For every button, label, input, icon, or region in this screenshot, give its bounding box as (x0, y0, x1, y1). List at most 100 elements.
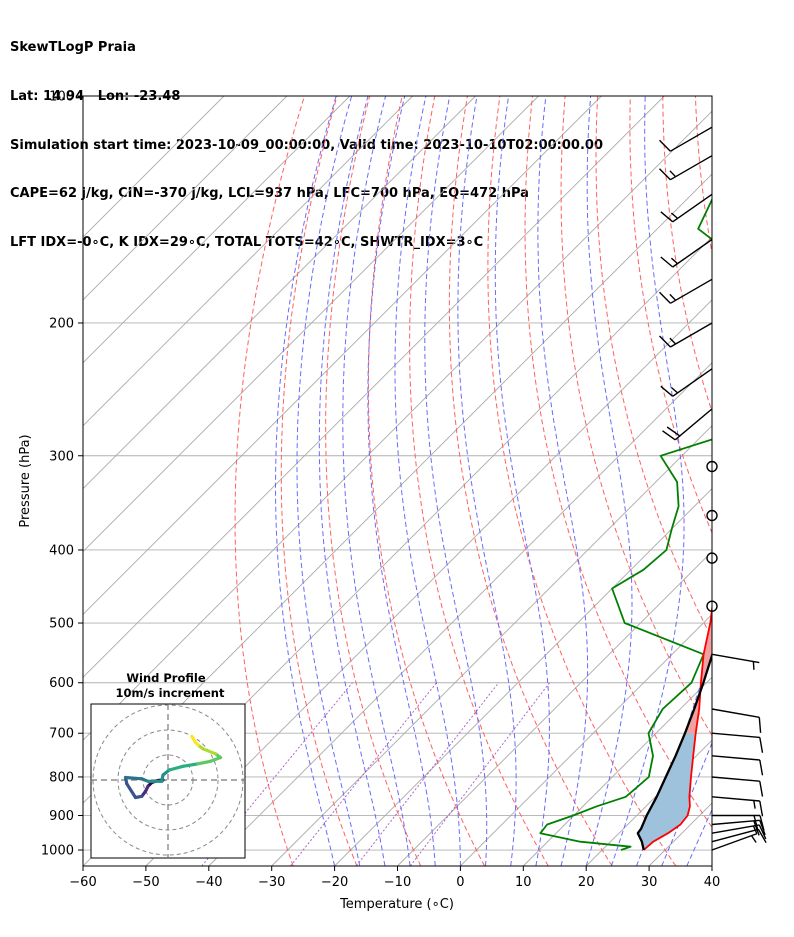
calm-wind-circle (706, 600, 718, 612)
mixing-ratio-line (290, 682, 437, 866)
wind-barb (706, 509, 718, 522)
isotherm-line (83, 96, 414, 427)
wind-barb (659, 155, 713, 181)
location-label: Lat: 14.94 Lon: -23.48 (10, 89, 181, 105)
dry-adiabat-line (524, 96, 712, 829)
wind-barb (711, 824, 767, 840)
dewpoint-line (539, 197, 712, 851)
barb-feather (759, 800, 764, 817)
barb-staff (672, 368, 713, 397)
isotherm-line (648, 802, 712, 866)
calm-wind-circle (706, 460, 718, 473)
y-tick-label: 200 (49, 316, 74, 331)
moist-adiabat-line (296, 96, 361, 866)
isotherm-line (460, 613, 712, 866)
barb-feather (758, 717, 762, 733)
wind-barb (711, 653, 760, 670)
dry-adiabat-line (662, 96, 712, 414)
isotherm-line (83, 96, 539, 553)
x-tick-label: 20 (578, 875, 595, 890)
barb-staff (670, 126, 713, 152)
calm-wind-circle (706, 509, 718, 522)
hodograph-segment (181, 762, 200, 768)
hodograph-segment (123, 775, 144, 781)
barb-feather (660, 385, 674, 397)
hodograph-segment (196, 759, 213, 766)
hodograph-segment (125, 782, 138, 800)
x-tick-label: −50 (132, 875, 159, 890)
isotherm-line (83, 96, 665, 678)
hodograph-subtitle: 10m/s increment (116, 686, 225, 700)
x-tick-label: −40 (195, 875, 222, 890)
moist-adiabat-line (585, 96, 633, 866)
dry-adiabat-line (325, 96, 422, 866)
isotherm-line (83, 96, 476, 490)
barb-staff (670, 155, 713, 181)
barb-feather (659, 291, 671, 304)
barb-staff (670, 278, 713, 304)
isotherm-line (271, 425, 712, 866)
hodograph-segment (201, 747, 218, 756)
barb-half-feather (753, 800, 756, 809)
y-tick-label: 1000 (41, 844, 74, 859)
barb-feather (659, 139, 671, 152)
barb-staff (672, 238, 713, 268)
barb-half-feather (752, 661, 755, 670)
isotherm-line (522, 676, 712, 866)
stability-indices-label: LFT IDX=-0∘C, K IDX=29∘C, TOTAL TOTS=42∘… (10, 234, 484, 250)
barb-half-feather (752, 825, 758, 834)
barb-feather (758, 824, 767, 840)
isotherm-line (83, 96, 602, 616)
wind-barb (660, 368, 713, 397)
x-tick-label: −10 (384, 875, 411, 890)
isotherm-line (83, 110, 712, 741)
dry-adiabat-line (280, 96, 358, 866)
barb-half-feather (669, 293, 677, 301)
barb-feather (666, 426, 681, 437)
barb-feather (759, 781, 764, 797)
wind-barb (662, 408, 713, 441)
x-tick-label: −30 (258, 875, 285, 890)
barb-staff (711, 708, 760, 718)
isotherm-line (145, 299, 712, 866)
wind-barb (660, 193, 713, 223)
y-tick-label: 500 (49, 617, 74, 632)
y-tick-label: 600 (49, 676, 74, 691)
moist-adiabat-line (342, 96, 411, 866)
wind-barb (711, 708, 762, 733)
barb-feather (659, 335, 671, 348)
barb-staff (670, 322, 713, 348)
isotherm-line (397, 550, 712, 866)
isotherm-line (83, 96, 225, 238)
x-tick-label: 30 (641, 875, 658, 890)
barb-feather (660, 256, 674, 268)
cin-area-lower (637, 733, 696, 850)
barb-feather (757, 828, 767, 844)
dry-adiabat-line (487, 96, 677, 866)
y-tick-label: 700 (49, 727, 74, 742)
moist-adiabat-line (711, 864, 712, 866)
dry-adiabat-line (560, 96, 712, 737)
isotherm-line (208, 362, 712, 866)
barb-staff (711, 755, 760, 761)
dry-adiabat-line (409, 96, 549, 866)
x-tick-label: −20 (321, 875, 348, 890)
barb-feather (753, 815, 759, 831)
barb-staff (674, 408, 713, 441)
barb-staff (711, 819, 760, 826)
barb-staff (711, 828, 759, 843)
barb-staff (711, 796, 760, 802)
wind-barb (711, 755, 764, 776)
x-tick-label: 0 (456, 875, 464, 890)
dry-adiabat-line (694, 96, 712, 256)
mixing-ratio-line (409, 682, 550, 866)
barb-feather (759, 820, 766, 836)
barb-half-feather (670, 386, 679, 394)
moist-adiabat-line (318, 96, 386, 866)
barb-staff (711, 832, 758, 851)
dry-adiabat-line (448, 96, 613, 866)
barb-staff (711, 732, 760, 739)
temperature-line (643, 602, 712, 851)
hodograph-title: Wind Profile (126, 671, 206, 685)
y-tick-label: 800 (49, 770, 74, 785)
